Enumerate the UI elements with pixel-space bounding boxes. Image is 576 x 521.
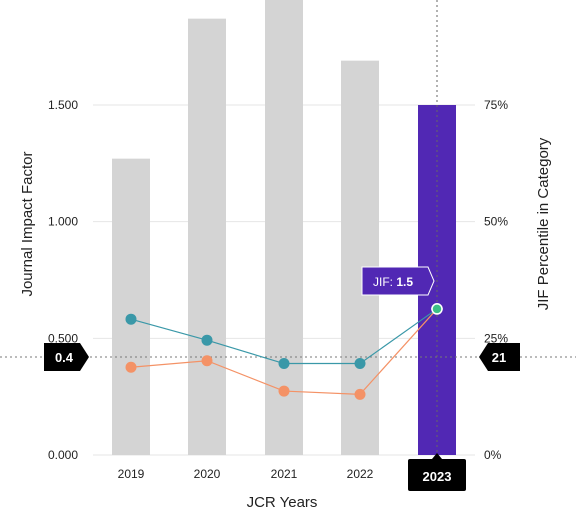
y-tick-label: 0.500: [48, 331, 78, 345]
data-point-teal: [125, 313, 137, 325]
x-tick-label: 2021: [271, 467, 298, 481]
x-tick-label: 2019: [118, 467, 145, 481]
year-flag-pointer: [432, 453, 442, 459]
x-tick-label: 2022: [347, 467, 374, 481]
y-tick-label: 1.500: [48, 98, 78, 112]
right-value-label: 21: [492, 350, 506, 365]
data-point-orange: [201, 355, 213, 367]
y-tick-label: 0.000: [48, 448, 78, 462]
y2-axis-title: JIF Percentile in Category: [535, 137, 552, 310]
data-point-teal: [278, 358, 290, 370]
bar: [112, 158, 150, 455]
data-point-orange: [431, 303, 443, 315]
y-axis-title: Journal Impact Factor: [19, 151, 36, 296]
left-value-flag: [44, 343, 89, 371]
y2-tick-label: 75%: [484, 98, 508, 112]
y2-tick-label: 0%: [484, 448, 502, 462]
y2-tick-label: 25%: [484, 331, 508, 345]
tooltip-text: JIF: 1.5: [373, 275, 413, 289]
bar: [265, 0, 303, 455]
y2-tick-label: 50%: [484, 215, 508, 229]
data-point-teal: [201, 334, 213, 346]
y-tick-label: 1.000: [48, 215, 78, 229]
x-axis-title: JCR Years: [247, 494, 318, 511]
data-point-orange: [125, 361, 137, 373]
left-value-label: 0.4: [55, 350, 74, 365]
tooltip-value: 1.5: [396, 275, 413, 289]
bar: [188, 18, 226, 456]
tooltip-label: JIF:: [373, 275, 396, 289]
year-flag: [408, 459, 466, 491]
data-point-orange: [278, 385, 290, 397]
data-point-orange: [354, 388, 366, 400]
right-value-flag: [479, 343, 520, 371]
x-tick-label-highlighted: 2023: [423, 469, 452, 484]
x-tick-label: 2020: [194, 467, 221, 481]
tooltip-box: [361, 266, 435, 296]
data-point-teal: [354, 358, 366, 370]
